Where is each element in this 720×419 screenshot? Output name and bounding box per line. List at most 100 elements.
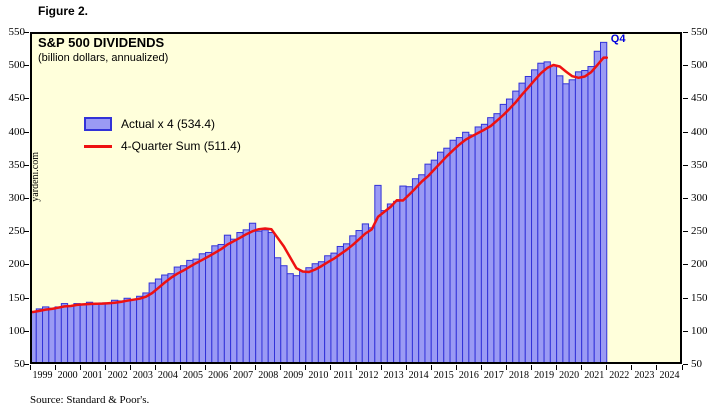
plot-border (30, 32, 682, 364)
dividend-bar (361, 223, 370, 364)
dividend-bar (154, 278, 163, 364)
x-tick-year-boundary (430, 365, 432, 370)
dividend-bar (531, 69, 539, 364)
x-axis-year-label: 2016 (458, 370, 479, 381)
dividend-bar (374, 184, 382, 364)
chart-title: S&P 500 DIVIDENDS (38, 35, 165, 50)
y-axis-label-left: 400 (8, 125, 26, 138)
dividend-bar (242, 229, 250, 364)
dividend-bar (424, 163, 432, 364)
dividend-bar (60, 303, 69, 364)
x-tick-year-boundary (179, 365, 181, 370)
y-axis-label-right: 300 (691, 192, 708, 204)
x-axis-year-label: 2022 (609, 370, 630, 381)
dividend-bar (129, 299, 138, 364)
dividend-bar (342, 243, 351, 364)
x-axis-year-label: 2019 (534, 370, 555, 381)
y-tick-right (683, 231, 688, 233)
x-axis-year-label: 2011 (333, 370, 354, 381)
y-tick-left (24, 131, 29, 133)
dividend-bar (455, 137, 464, 364)
x-axis-year-label: 2024 (659, 370, 680, 381)
dividend-bar (393, 200, 401, 364)
dividend-bar (299, 270, 307, 364)
dividend-bar (449, 139, 457, 364)
y-tick-right (683, 98, 688, 100)
x-axis-year-label: 2002 (107, 370, 128, 381)
x-tick-year-boundary (505, 365, 507, 370)
legend-label-actual: Actual x 4 (534.4) (121, 117, 216, 131)
y-axis-label-right: 450 (691, 92, 708, 105)
y-tick-left (24, 297, 29, 299)
dividend-bar (85, 301, 94, 364)
y-axis-label-left: 50 (14, 358, 25, 370)
dividend-bar (336, 245, 344, 364)
x-tick-year-boundary (531, 365, 533, 370)
figure-label: Figure 2. (38, 4, 89, 18)
dividend-bar (418, 174, 426, 364)
x-tick-year-boundary (355, 365, 357, 370)
dividend-bar (574, 71, 583, 364)
four-quarter-sum-line (30, 56, 609, 314)
x-tick-year-boundary (330, 365, 332, 370)
dividend-bar (349, 235, 357, 364)
dividend-bar (136, 295, 144, 364)
dividend-bar (48, 307, 56, 364)
dividend-bar (54, 306, 62, 364)
plot-area: S&P 500 DIVIDENDS (billion dollars, annu… (30, 32, 682, 364)
x-tick-year-boundary (681, 365, 683, 370)
x-tick-year-boundary (581, 365, 583, 370)
dividend-bar (192, 258, 200, 364)
dividend-bar (487, 117, 495, 364)
dividend-bar (98, 302, 106, 364)
x-axis-year-label: 2000 (57, 370, 78, 381)
legend-bar-swatch (84, 117, 112, 131)
dividend-bar (537, 62, 545, 364)
x-tick-year-boundary (606, 365, 608, 370)
dividend-bar (518, 82, 526, 364)
dividend-bar (274, 257, 282, 364)
x-tick-year-boundary (480, 365, 482, 370)
dividend-bar (111, 299, 119, 364)
y-tick-left (24, 164, 29, 166)
x-axis-year-label: 2003 (132, 370, 153, 381)
dividend-bar (167, 273, 175, 364)
x-axis-year-label: 2008 (258, 370, 279, 381)
legend: Actual x 4 (534.4) 4-Quarter Sum (511.4) (84, 116, 241, 160)
legend-label-four-quarter-sum: 4-Quarter Sum (511.4) (121, 139, 241, 153)
y-tick-left (24, 198, 29, 199)
x-tick-year-boundary (205, 365, 207, 370)
x-tick-year-boundary (230, 365, 232, 370)
dividend-bar (123, 297, 131, 364)
y-axis-label-right: 200 (691, 258, 708, 271)
y-tick-right (683, 264, 688, 266)
dividend-bar (386, 203, 395, 364)
dividend-bar (261, 229, 269, 364)
watermark-yardeni: yardeni.com (30, 152, 41, 202)
y-axis-label-right: 500 (691, 59, 708, 72)
dividend-bar (179, 265, 188, 364)
x-axis-year-label: 2012 (358, 370, 379, 381)
y-tick-right (683, 364, 688, 365)
dividend-bar (92, 303, 100, 364)
y-axis-label-right: 100 (691, 324, 708, 337)
y-tick-right (683, 164, 688, 166)
x-tick-year-boundary (154, 365, 156, 370)
dividend-bar (411, 178, 420, 364)
dividend-bar (104, 303, 113, 364)
x-tick-year-boundary (556, 365, 558, 370)
y-tick-left (24, 364, 29, 365)
source-note: Source: Standard & Poor's. (30, 394, 150, 406)
y-tick-right (683, 330, 688, 332)
dividend-bar (355, 230, 363, 364)
x-axis-year-label: 2018 (508, 370, 529, 381)
y-axis-label-left: 250 (8, 225, 26, 238)
y-tick-left (24, 330, 29, 332)
y-tick-right (683, 131, 688, 133)
dividend-bar (67, 305, 75, 364)
x-tick-year-boundary (631, 365, 633, 370)
x-axis-year-label: 2001 (82, 370, 103, 381)
y-axis-label-left: 450 (8, 92, 26, 105)
y-tick-right (683, 297, 688, 299)
title-block: S&P 500 DIVIDENDS (billion dollars, annu… (38, 35, 168, 64)
